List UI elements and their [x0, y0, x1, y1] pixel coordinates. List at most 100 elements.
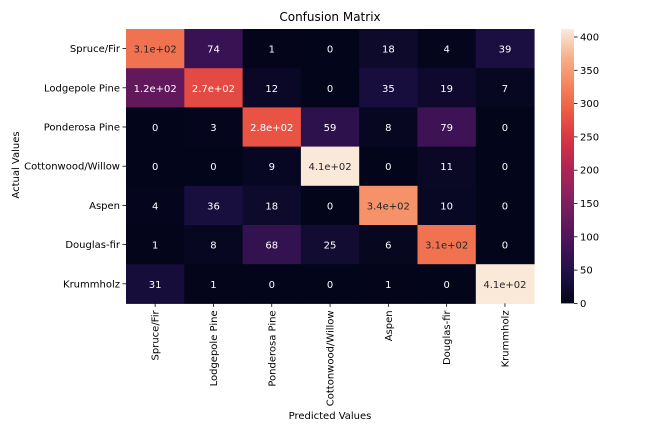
heatmap-cell — [242, 264, 302, 304]
heatmap-cell — [417, 264, 477, 304]
cell-label: 19 — [440, 84, 453, 95]
colorbar-tick-label: 200 — [580, 166, 599, 177]
cell-label: 1.2e+02 — [134, 84, 177, 95]
cell-label: 7 — [502, 84, 508, 95]
colorbar-gradient — [561, 29, 574, 304]
y-tick-label: Lodgepole Pine — [44, 83, 120, 94]
heatmap-cell — [475, 107, 535, 148]
heatmap-cell — [417, 107, 477, 148]
cell-label: 0 — [269, 280, 275, 291]
cell-label: 79 — [440, 123, 453, 134]
cell-label: 10 — [440, 201, 453, 212]
colorbar-tick-label: 250 — [580, 132, 599, 143]
heatmap-cell — [300, 185, 360, 226]
y-tick-labels: Spruce/Fir Lodgepole Pine Ponderosa Pine Co… — [24, 44, 126, 290]
cell-label: 3 — [210, 123, 216, 134]
heatmap-cells: 3.1e+02 74 1 0 18 4 391.2e+02 2.7e+02 12 0 35 19 70 3… — [126, 29, 535, 304]
heatmap-cell — [126, 107, 185, 148]
cell-label: 3.1e+02 — [425, 241, 468, 252]
cell-label: 59 — [324, 123, 337, 134]
heatmap-cell — [475, 264, 535, 304]
cell-label: 2.7e+02 — [192, 84, 235, 95]
cell-label: 2.8e+02 — [250, 123, 293, 134]
cell-label: 1 — [385, 280, 391, 291]
cell-label: 35 — [382, 84, 395, 95]
cell-label: 0 — [152, 162, 158, 173]
x-axis-label: Predicted Values — [289, 411, 372, 422]
x-tick-labels: Spruce/Fir Lodgepole Pine Ponderosa Pine Co… — [151, 303, 511, 406]
heatmap-cell — [417, 146, 477, 187]
y-tick-label: Krummholz — [63, 279, 120, 290]
cell-label: 12 — [265, 84, 278, 95]
heatmap-cell — [300, 225, 360, 265]
cell-label: 68 — [265, 241, 278, 252]
cell-label: 4.1e+02 — [483, 280, 526, 291]
cell-label: 8 — [210, 241, 216, 252]
heatmap-cell — [475, 68, 535, 108]
heatmap-cell — [475, 146, 535, 187]
heatmap-cell — [359, 68, 418, 108]
heatmap-cell — [242, 107, 302, 148]
cell-label: 1 — [269, 45, 275, 56]
heatmap-cell — [126, 29, 185, 69]
cell-label: 0 — [502, 241, 508, 252]
heatmap-cell — [184, 68, 244, 108]
heatmap-cell — [359, 225, 418, 265]
cell-label: 1 — [152, 241, 158, 252]
colorbar-tick-label: 300 — [580, 99, 599, 110]
cell-label: 8 — [385, 123, 391, 134]
heatmap-cell — [417, 225, 477, 265]
x-tick-label: Ponderosa Pine — [267, 310, 278, 386]
colorbar-tick-label: 100 — [580, 232, 599, 243]
heatmap-cell — [126, 68, 185, 108]
colorbar-tick-label: 50 — [580, 266, 593, 277]
cell-label: 0 — [152, 123, 158, 134]
cell-label: 0 — [327, 201, 333, 212]
heatmap-cell — [184, 146, 244, 187]
heatmap-cell — [300, 146, 360, 187]
x-tick-label: Douglas-fir — [442, 310, 453, 366]
heatmap-cell — [475, 225, 535, 265]
cell-label: 74 — [207, 45, 220, 56]
x-tick-label: Cottonwood/Willow — [326, 310, 337, 406]
heatmap-cell — [184, 264, 244, 304]
heatmap-cell — [359, 29, 418, 69]
cell-label: 0 — [443, 280, 449, 291]
colorbar-tick-label: 350 — [580, 66, 599, 77]
heatmap-cell — [242, 225, 302, 265]
cell-label: 0 — [385, 162, 391, 173]
heatmap-cell — [359, 185, 418, 226]
cell-label: 3.1e+02 — [134, 45, 177, 56]
y-axis-label: Actual Values — [11, 131, 22, 198]
x-tick-label: Krummholz — [500, 310, 511, 367]
cell-label: 6 — [385, 241, 391, 252]
heatmap-cell — [126, 264, 185, 304]
heatmap-cell — [184, 107, 244, 148]
cell-label: 36 — [207, 201, 220, 212]
cell-label: 0 — [502, 162, 508, 173]
cell-label: 4.1e+02 — [308, 162, 351, 173]
heatmap-cell — [126, 146, 185, 187]
cell-label: 11 — [440, 162, 453, 173]
cell-label: 0 — [210, 162, 216, 173]
cell-label: 18 — [382, 45, 395, 56]
y-tick-label: Ponderosa Pine — [44, 123, 120, 134]
heatmap-cell — [475, 185, 535, 226]
colorbar: 0 50 100 150 200 250 300 350 400 — [561, 29, 599, 310]
cell-label: 1 — [210, 280, 216, 291]
cell-label: 0 — [327, 84, 333, 95]
x-tick-label: Spruce/Fir — [151, 310, 162, 361]
cell-label: 0 — [327, 45, 333, 56]
y-tick-label: Spruce/Fir — [70, 44, 121, 55]
cell-label: 0 — [502, 123, 508, 134]
heatmap-cell — [184, 225, 244, 265]
y-tick-label: Cottonwood/Willow — [24, 162, 120, 173]
chart-title: Confusion Matrix — [279, 10, 380, 24]
cell-label: 0 — [502, 201, 508, 212]
y-tick-label: Aspen — [89, 201, 120, 212]
heatmap-cell — [417, 68, 477, 108]
heatmap-cell — [184, 185, 244, 226]
heatmap-cell — [126, 185, 185, 226]
heatmap-cell — [242, 29, 302, 69]
